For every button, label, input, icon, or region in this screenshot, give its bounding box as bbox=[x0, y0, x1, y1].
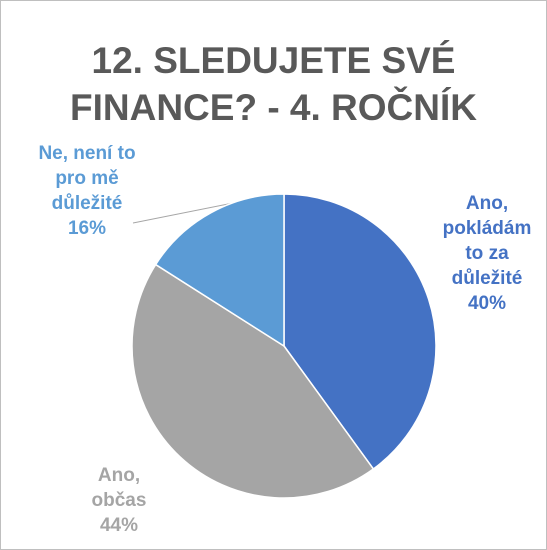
pie-slice bbox=[154, 193, 285, 348]
pie-slice bbox=[131, 263, 375, 499]
value-label: 40% bbox=[467, 293, 507, 314]
slice-label: Ano, pokládám to za důležité 40% bbox=[433, 191, 541, 316]
chart-title: 12. SLEDUJETE SVÉ FINANCE? - 4. ROČNÍK bbox=[70, 40, 477, 128]
category-label: Ano, občas bbox=[91, 465, 147, 511]
slice-label: Ano, občas 44% bbox=[79, 463, 159, 538]
slice-label: Ne, není to pro mě důležité 16% bbox=[31, 141, 143, 241]
category-label: Ne, není to pro mě důležité bbox=[38, 143, 136, 214]
category-label: Ano, pokládám to za důležité bbox=[442, 193, 532, 289]
value-label: 16% bbox=[67, 218, 107, 239]
value-label: 44% bbox=[99, 515, 139, 536]
pie-slice bbox=[283, 193, 437, 471]
